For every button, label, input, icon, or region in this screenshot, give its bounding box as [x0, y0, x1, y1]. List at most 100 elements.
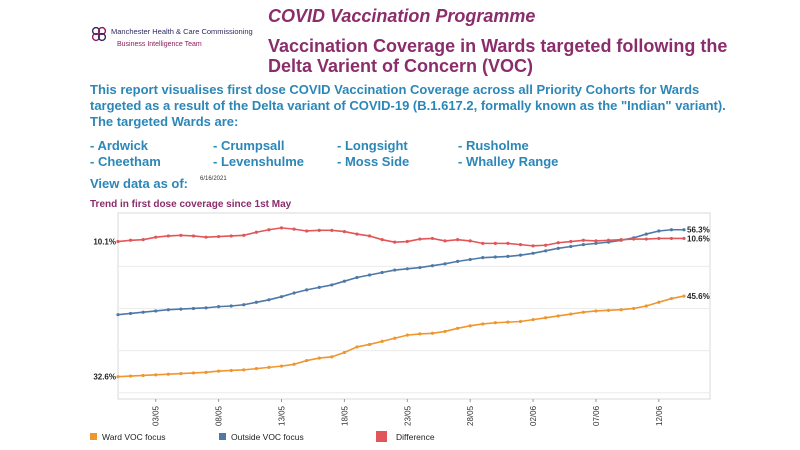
data-point: [506, 241, 510, 245]
data-point: [456, 326, 460, 330]
data-point: [254, 230, 258, 234]
quatrefoil-logo-icon: [91, 26, 107, 42]
series-start-label: 32.6%: [93, 373, 116, 382]
data-point: [657, 300, 661, 304]
data-point: [380, 270, 384, 275]
data-point: [481, 241, 485, 245]
ward-item: - Ardwick: [90, 138, 149, 153]
data-point: [493, 241, 497, 245]
data-point: [468, 324, 472, 328]
logo-org-name: Manchester Health & Care Commissioning: [111, 27, 253, 36]
data-point: [405, 333, 409, 337]
data-point: [217, 234, 221, 239]
data-point: [430, 264, 435, 268]
data-point: [355, 275, 359, 280]
x-tick-label: 18/05: [340, 405, 349, 426]
x-tick-label: 23/05: [403, 405, 412, 426]
ward-list: - Ardwick - Crumpsall - Longsight - Rush…: [90, 138, 610, 170]
data-point: [317, 228, 321, 232]
x-tick-label: 02/06: [529, 405, 538, 426]
x-tick-label: 08/05: [215, 405, 224, 426]
data-point: [443, 262, 447, 266]
data-point: [468, 257, 472, 262]
data-point: [141, 373, 145, 378]
data-point: [217, 369, 221, 373]
data-point: [128, 311, 133, 316]
data-point: [116, 313, 120, 317]
data-point: [204, 370, 208, 374]
data-point: [128, 238, 133, 242]
data-point: [619, 238, 623, 242]
data-point: [405, 239, 409, 244]
data-point: [179, 371, 183, 376]
data-point: [644, 304, 648, 308]
data-point: [367, 342, 372, 347]
data-point: [594, 309, 598, 313]
series-end-label: 56.3%: [687, 226, 710, 235]
legend-swatch-difference: [376, 431, 387, 442]
data-point: [179, 307, 183, 311]
data-point: [166, 372, 170, 376]
data-point: [191, 234, 196, 238]
x-tick-label: 13/05: [278, 405, 287, 426]
data-point: [380, 339, 384, 343]
data-point: [518, 253, 523, 257]
ward-item: - Cheetham: [90, 154, 161, 169]
intro-text: This report visualises first dose COVID …: [90, 82, 726, 129]
x-tick-label: 28/05: [466, 405, 475, 426]
data-point: [380, 238, 384, 242]
data-point: [569, 239, 573, 244]
data-point: [644, 237, 648, 241]
ward-item: - Longsight: [337, 138, 408, 153]
data-point: [644, 232, 648, 236]
data-point: [191, 306, 196, 311]
data-point: [405, 267, 409, 271]
programme-title: COVID Vaccination Programme: [268, 6, 536, 26]
data-point: [531, 244, 535, 248]
data-point: [544, 243, 548, 247]
data-point: [330, 228, 334, 232]
data-point: [493, 255, 497, 259]
data-point: [330, 355, 334, 359]
data-as-of-date[interactable]: 6/16/2021: [200, 176, 227, 182]
data-point: [229, 234, 233, 238]
data-point: [267, 365, 271, 369]
legend-swatch-ward: [90, 433, 97, 440]
ward-item: - Moss Side: [337, 154, 410, 169]
data-point: [481, 322, 485, 326]
data-point: [493, 321, 497, 325]
series-line: [117, 295, 685, 378]
data-point: [556, 241, 560, 245]
data-point: [657, 236, 661, 241]
data-point: [468, 239, 472, 243]
data-point: [581, 310, 585, 314]
data-point: [606, 308, 611, 312]
data-point: [393, 268, 397, 272]
data-point: [179, 233, 183, 237]
data-point: [456, 259, 460, 263]
data-point: [682, 228, 686, 232]
data-point: [166, 308, 170, 312]
data-point: [682, 294, 686, 298]
series-start-label: 10.1%: [93, 238, 116, 247]
data-point: [544, 249, 548, 253]
data-point: [342, 279, 346, 283]
data-point: [619, 308, 623, 312]
data-point: [418, 237, 422, 241]
data-point: [632, 237, 636, 241]
logo-team-name: Business Intelligence Team: [117, 41, 202, 48]
data-point: [191, 371, 196, 375]
data-point: [569, 244, 573, 249]
data-point: [456, 238, 460, 242]
data-point: [305, 288, 309, 292]
logo: Manchester Health & Care Commissioning B…: [90, 24, 260, 56]
data-point: [481, 256, 485, 260]
data-point: [531, 251, 535, 255]
data-point: [518, 243, 523, 247]
data-point: [569, 312, 573, 316]
x-tick-label: 12/06: [655, 405, 664, 426]
data-point: [355, 232, 359, 236]
data-point: [506, 254, 510, 258]
data-point: [267, 298, 271, 302]
